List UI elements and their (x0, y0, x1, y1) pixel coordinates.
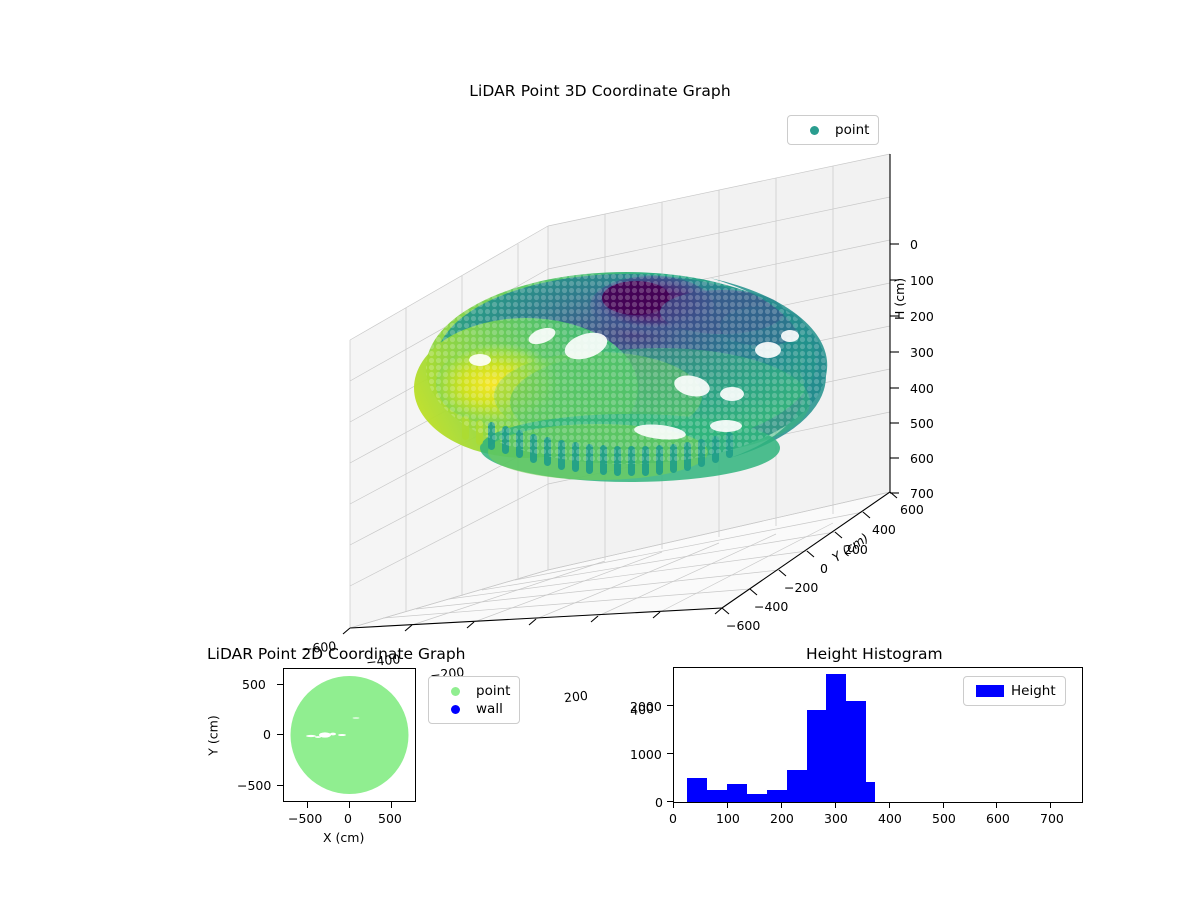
legend-label-point: point (835, 122, 870, 138)
axis-spines (349, 154, 891, 629)
x-axis-ticks (342, 607, 723, 635)
point-marker-icon (797, 125, 831, 135)
histogram-bar (826, 674, 847, 802)
x-tick-mark-hist (673, 802, 675, 808)
x-tick-label-hist: 700 (1040, 811, 1064, 826)
x-tick-mark-hist (1050, 802, 1052, 808)
x-tick-mark-hist (943, 802, 945, 808)
x-tick-label-hist: 200 (770, 811, 794, 826)
histogram-bar (846, 700, 867, 802)
y-tick-mark-hist (667, 753, 673, 755)
y-tick-label-hist: 2000 (630, 699, 662, 714)
z-tick-label: 500 (910, 416, 934, 431)
y-axis-ticks (721, 491, 898, 615)
y-tick-mark-hist (667, 705, 673, 707)
x-tick-label-2d: 0 (344, 811, 352, 826)
y-tick-label: 0 (820, 561, 828, 576)
histogram-bar (766, 790, 787, 802)
legend-label-point-2d: point (476, 683, 511, 699)
legend-label-height: Height (1011, 683, 1056, 699)
z-tick-label: 0 (910, 237, 918, 252)
z-tick-label: 400 (910, 381, 934, 396)
z-axis-title: H (cm) (892, 277, 907, 320)
subplot-title-hist: Height Histogram (806, 645, 943, 663)
x-tick-mark-hist (781, 802, 783, 808)
histogram-bar (687, 777, 708, 802)
legend-label-wall-2d: wall (476, 701, 503, 717)
gap-regions-2d (306, 717, 360, 738)
histogram-bar (747, 793, 767, 802)
x-tick-label-hist: 500 (932, 811, 956, 826)
y-tick-label: 600 (900, 502, 924, 517)
x-tick-label-hist: 0 (669, 811, 677, 826)
subplot-title-2d: LiDAR Point 2D Coordinate Graph (207, 645, 466, 663)
legend-item-point-2d[interactable]: point (438, 682, 510, 700)
y-tick-label-2d: 500 (242, 677, 266, 692)
y-tick-mark-hist (667, 801, 673, 803)
x-tick-label-hist: 600 (986, 811, 1010, 826)
x-axis-title-2d: X (cm) (323, 830, 365, 845)
z-tick-label: 700 (910, 486, 934, 501)
y-tick-label-2d: −500 (237, 778, 272, 793)
histogram-bar (727, 784, 747, 802)
y-tick-label: 200 (844, 542, 868, 557)
x-tick-mark (349, 802, 351, 808)
height-histogram-axes[interactable] (673, 667, 1083, 803)
y-tick-label-2d: 0 (263, 727, 271, 742)
y-axis-title-2d: Y (cm) (205, 715, 221, 756)
lidar-3d-axes[interactable]: −600 −400 −200 0 200 400 600 X (cm) −600… (301, 140, 950, 730)
lidar-2d-plot (290, 676, 409, 794)
legend-item-point[interactable]: point (797, 121, 869, 139)
x-tick-label-hist: 300 (824, 811, 848, 826)
lidar-3d-plot (342, 153, 899, 635)
histogram-bars (674, 668, 1082, 802)
histogram-bar (806, 709, 827, 802)
legend-3d[interactable]: point (787, 115, 880, 145)
z-axis-ticks (890, 243, 899, 494)
histogram-bar (866, 782, 876, 802)
x-tick-label: 200 (563, 687, 589, 706)
x-tick-label-hist: 100 (716, 811, 740, 826)
x-tick-mark (307, 802, 309, 808)
x-tick-mark-hist (727, 802, 729, 808)
x-tick-mark (391, 802, 393, 808)
legend-2d[interactable]: point wall (428, 676, 521, 724)
legend-item-height[interactable]: Height (973, 682, 1056, 700)
y-tick-mark (277, 734, 283, 736)
x-tick-mark-hist (996, 802, 998, 808)
z-tick-label: 300 (910, 345, 934, 360)
z-tick-label: 600 (910, 451, 934, 466)
point-marker-icon (438, 686, 472, 696)
y-tick-label: −400 (754, 599, 789, 614)
x-tick-label-2d: −500 (288, 811, 323, 826)
point-cloud-3d (414, 272, 828, 482)
histogram-bar (707, 789, 728, 802)
y-tick-mark (277, 785, 283, 787)
y-tick-label: −200 (784, 580, 819, 595)
x-tick-mark-hist (889, 802, 891, 808)
y-tick-label-hist: 1000 (630, 747, 662, 762)
lidar-2d-axes[interactable] (283, 668, 416, 802)
z-tick-label: 200 (910, 309, 934, 324)
page-title: LiDAR Point 3D Coordinate Graph (469, 82, 731, 100)
y-tick-label-hist: 0 (655, 795, 663, 810)
height-patch-icon (973, 685, 1007, 697)
wall-marker-icon (438, 704, 472, 714)
y-tick-label: 400 (872, 522, 896, 537)
legend-hist[interactable]: Height (963, 676, 1066, 706)
point-cloud-2d (290, 676, 409, 794)
x-tick-mark-hist (835, 802, 837, 808)
histogram-bar (786, 769, 807, 802)
z-tick-label: 100 (910, 273, 934, 288)
y-tick-mark (277, 684, 283, 686)
legend-item-wall-2d[interactable]: wall (438, 700, 510, 718)
x-tick-label-2d: 500 (378, 811, 402, 826)
x-tick-label-hist: 400 (878, 811, 902, 826)
y-tick-label: −600 (726, 618, 761, 633)
